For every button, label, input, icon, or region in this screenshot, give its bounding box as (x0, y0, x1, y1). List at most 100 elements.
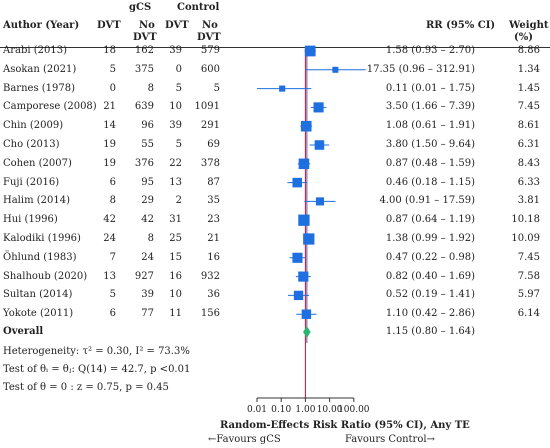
weight-value: 5.97 (517, 289, 540, 301)
ctrl-nodvt-value: 23 (207, 214, 220, 226)
gcs-nodvt-value: 376 (134, 157, 154, 169)
rr-ci-text: 0.87 (0.64 – 1.19) (385, 214, 475, 226)
header-rr: RR (95% CI) (426, 20, 496, 31)
rr-ci-text: 1.58 (0.93 – 2.70) (385, 45, 475, 56)
header-group-gcs: gCS (129, 2, 152, 13)
weight-value: 8.43 (517, 157, 540, 169)
ctrl-nodvt-value: 35 (207, 195, 220, 207)
rr-ci-text: 0.11 (0.01 – 1.75) (385, 82, 475, 94)
header-ctrl-no: No (202, 20, 218, 31)
study-name: Asokan (2021) (3, 63, 77, 75)
weight-value: 1.45 (517, 82, 540, 94)
rr-ci-text: 1.38 (0.99 – 1.92) (385, 233, 475, 244)
weight-value: 1.34 (517, 63, 540, 75)
ctrl-nodvt-value: 69 (207, 139, 220, 150)
gcs-dvt-value: 14 (103, 120, 116, 132)
weight-value: 6.31 (517, 139, 540, 150)
study-marker (304, 45, 316, 57)
ctrl-nodvt-value: 16 (207, 251, 220, 263)
ctrl-dvt-value: 13 (169, 176, 182, 188)
ctrl-nodvt-value: 5 (213, 82, 220, 94)
gcs-nodvt-value: 8 (147, 233, 154, 244)
study-marker (298, 214, 310, 226)
rr-ci-text: 0.47 (0.22 – 0.98) (385, 251, 475, 263)
gcs-dvt-value: 18 (103, 45, 116, 56)
study-name: Hui (1996) (3, 214, 58, 226)
ctrl-nodvt-value: 600 (200, 63, 220, 75)
axis-title: Random-Effects Risk Ratio (95% CI), Any … (220, 420, 470, 431)
ctrl-dvt-value: 2 (175, 195, 182, 207)
favours-right-label: Favours Control→ (345, 434, 435, 445)
study-name: Sultan (2014) (3, 289, 73, 301)
test-zero-text: Test of θ = 0 : z = 0.75, p = 0.45 (3, 382, 169, 393)
gcs-dvt-value: 21 (103, 101, 116, 113)
overall-diamond (303, 326, 311, 338)
rr-ci-text: 0.87 (0.48 – 1.59) (385, 157, 475, 169)
ctrl-dvt-value: 11 (169, 308, 182, 320)
weight-value: 6.14 (517, 308, 540, 320)
x-tick-label: 0.01 (247, 405, 267, 415)
ctrl-dvt-value: 10 (169, 101, 182, 113)
ctrl-nodvt-value: 36 (207, 289, 220, 301)
ctrl-nodvt-value: 87 (207, 176, 220, 188)
weight-value: 8.86 (517, 45, 540, 56)
header-gcs-nodvt: DVT (133, 32, 157, 43)
gcs-nodvt-value: 639 (134, 101, 154, 113)
gcs-dvt-value: 8 (109, 195, 116, 207)
favours-left-label: ←Favours gCS (208, 434, 281, 445)
ctrl-nodvt-value: 579 (200, 45, 220, 56)
study-name: Arabi (2013) (3, 45, 67, 56)
study-marker (332, 66, 339, 73)
ctrl-nodvt-value: 291 (200, 120, 220, 132)
header-ctrl-nodvt: DVT (197, 32, 221, 43)
rr-ci-text: 0.52 (0.19 – 1.41) (385, 289, 475, 301)
study-marker (279, 85, 286, 92)
gcs-dvt-value: 19 (103, 157, 116, 169)
header-weight-unit: (%) (514, 32, 533, 43)
header-gcs-dvt: DVT (97, 20, 121, 31)
gcs-nodvt-value: 96 (141, 120, 154, 132)
ctrl-nodvt-value: 932 (200, 270, 220, 282)
rr-ci-text: 1.08 (0.61 – 1.91) (385, 120, 475, 132)
ctrl-dvt-value: 25 (169, 233, 182, 244)
study-marker (314, 140, 325, 150)
ctrl-dvt-value: 0 (175, 63, 182, 75)
overall-label: Overall (3, 326, 44, 337)
gcs-nodvt-value: 927 (134, 270, 154, 282)
weight-value: 7.58 (517, 270, 540, 282)
gcs-nodvt-value: 39 (141, 289, 154, 301)
study-name: Halim (2014) (3, 195, 70, 207)
gcs-nodvt-value: 8 (147, 82, 154, 94)
weight-value: 10.09 (511, 233, 540, 244)
weight-value: 6.33 (517, 176, 540, 188)
ctrl-dvt-value: 39 (169, 120, 182, 132)
test-equal-text: Test of θᵢ = θⱼ: Q(14) = 42.7, p <0.01 (3, 364, 191, 375)
weight-value: 7.45 (517, 251, 540, 263)
gcs-nodvt-value: 29 (141, 195, 154, 207)
study-name: Kalodiki (1996) (3, 233, 81, 244)
study-name: Öhlund (1983) (3, 251, 77, 263)
rr-ci-text: 3.80 (1.50 – 9.64) (385, 139, 475, 150)
study-marker (292, 252, 303, 263)
ctrl-dvt-value: 10 (169, 289, 182, 301)
study-name: Yokote (2011) (3, 308, 74, 320)
x-tick-label: 1.00 (295, 405, 315, 415)
rr-ci-text: 4.00 (0.91 – 17.59) (379, 195, 476, 207)
overall-ci-text: 1.15 (0.80 – 1.64) (385, 326, 475, 337)
study-marker (300, 120, 312, 132)
study-name: Barnes (1978) (3, 82, 76, 94)
rr-ci-text: 3.50 (1.66 – 7.39) (385, 101, 475, 113)
rr-ci-text: 0.46 (0.18 – 1.15) (385, 176, 475, 188)
weight-value: 8.61 (517, 120, 540, 132)
gcs-nodvt-value: 55 (141, 139, 154, 150)
gcs-dvt-value: 0 (109, 82, 116, 94)
gcs-nodvt-value: 162 (134, 45, 154, 56)
rr-ci-text: 17.35 (0.96 – 312.91) (366, 63, 475, 75)
header-author: Author (Year) (3, 20, 80, 31)
ctrl-dvt-value: 16 (169, 270, 182, 282)
study-marker (292, 177, 303, 188)
study-marker (293, 290, 304, 301)
ctrl-nodvt-value: 378 (200, 157, 220, 169)
study-marker (298, 158, 310, 170)
